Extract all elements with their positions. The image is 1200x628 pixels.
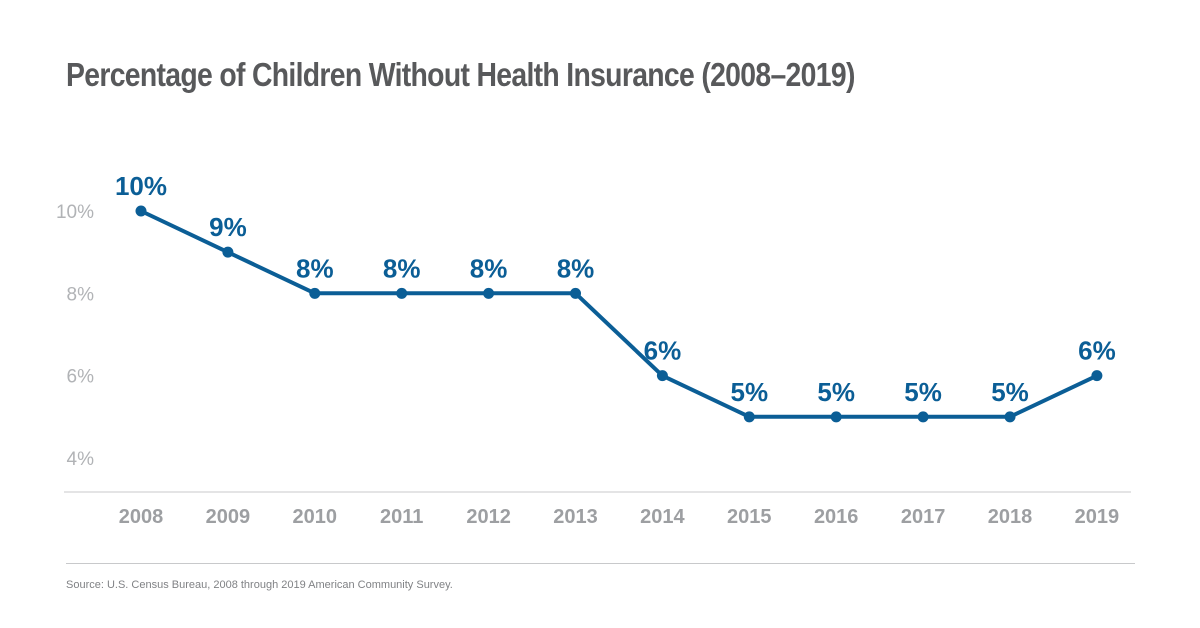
footer-divider [66,563,1135,564]
y-tick-label: 6% [67,367,95,388]
series-line [139,209,1099,419]
x-tick-label: 2009 [206,506,251,528]
data-labels: 10% 9% 8% 8% 8% 8% 6% 5% 5% 5% 5% 6% [115,171,1116,407]
data-label: 5% [991,377,1029,407]
data-label: 8% [296,253,334,283]
data-point [656,370,668,382]
data-label: 6% [644,336,682,366]
x-tick-label: 2008 [119,506,164,528]
data-label: 8% [557,253,595,283]
data-point [483,287,495,299]
data-label: 5% [904,377,942,407]
x-tick-label: 2011 [380,506,423,528]
y-tick-label: 8% [67,284,95,305]
data-label: 8% [383,253,421,283]
x-tick-label: 2012 [466,506,511,528]
data-label: 10% [115,171,167,201]
y-tick-label: 4% [67,449,95,470]
x-tick-label: 2015 [727,506,772,528]
y-axis-ticks: 4% 6% 8% 10% [56,202,94,470]
data-label: 9% [209,212,247,242]
y-tick-label: 10% [56,202,94,223]
data-point [222,246,234,258]
data-point [309,287,321,299]
data-label: 5% [731,377,769,407]
x-tick-label: 2010 [293,506,338,528]
data-point [743,411,755,423]
data-point [830,411,842,423]
data-label: 8% [470,253,508,283]
line-chart: 4%6%8%10% 2008 2009 2010 2011 2012 2013 2014 20… [56,171,1131,528]
data-point [917,411,929,423]
x-tick-label: 2013 [553,506,598,528]
x-tick-label: 2019 [1075,506,1120,528]
data-point [396,287,408,299]
x-tick-label: 2017 [901,506,946,528]
source-note: Source: U.S. Census Bureau, 2008 through… [66,579,453,591]
data-point [135,205,147,217]
chart-title: Percentage of Children Without Health In… [66,56,855,93]
x-tick-label: 2018 [988,506,1033,528]
data-label: 5% [817,377,855,407]
data-points [135,205,1103,423]
data-point [1004,411,1016,423]
x-tick-label: 2014 [640,506,685,528]
data-point [570,287,581,299]
data-label: 6% [1078,336,1116,366]
x-axis-ticks: 2008 2009 2010 2011 2012 2013 2014 2015 2016 2017… [119,506,1119,528]
x-tick-label: 2016 [814,506,859,528]
data-point [1091,370,1103,382]
